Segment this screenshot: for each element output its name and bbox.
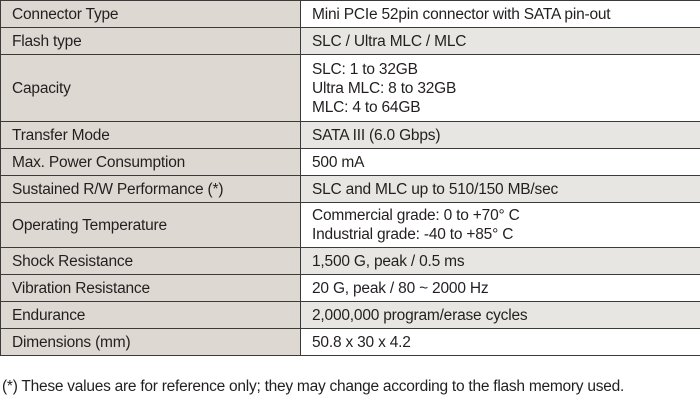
spec-label-cell: Transfer Mode xyxy=(0,121,301,149)
table-row: Vibration Resistance 20 G, peak / 80 ~ 20… xyxy=(0,274,700,302)
table-row: Capacity SLC: 1 to 32GB Ultra MLC: 8 to 32… xyxy=(0,54,700,122)
spec-label-cell: Operating Temperature xyxy=(0,202,301,248)
table-row: Sustained R/W Performance (*) SLC and MLC… xyxy=(0,175,700,203)
spec-value-cell: SLC / Ultra MLC / MLC xyxy=(300,27,700,55)
spec-value-line: 2,000,000 program/erase cycles xyxy=(312,306,528,324)
spec-value-line: 500 mA xyxy=(312,153,365,171)
spec-value-line: 50.8 x 30 x 4.2 xyxy=(312,333,411,351)
spec-label-cell: Connector Type xyxy=(0,0,301,28)
table-row: Dimensions (mm) 50.8 x 30 x 4.2 xyxy=(0,328,700,356)
footnote: (*) These values are for reference only;… xyxy=(2,378,625,395)
spec-value-line: SLC and MLC up to 510/150 MB/sec xyxy=(312,180,559,198)
spec-value-cell: 500 mA xyxy=(300,148,700,176)
spec-value-cell: 2,000,000 program/erase cycles xyxy=(300,301,700,329)
spec-label-cell: Flash type xyxy=(0,27,301,55)
spec-value-line: Ultra MLC: 8 to 32GB xyxy=(312,79,457,97)
spec-label-cell: Capacity xyxy=(0,54,301,122)
table-row: Operating Temperature Commercial grade: 0… xyxy=(0,202,700,248)
spec-value-cell: 20 G, peak / 80 ~ 2000 Hz xyxy=(300,274,700,302)
spec-value-cell: SLC: 1 to 32GB Ultra MLC: 8 to 32GB MLC: 4… xyxy=(300,54,700,122)
spec-value-cell: SLC and MLC up to 510/150 MB/sec xyxy=(300,175,700,203)
specification-table-body: Connector Type Mini PCIe 52pin connector … xyxy=(0,0,700,356)
table-row: Transfer Mode SATA III (6.0 Gbps) xyxy=(0,121,700,149)
table-row: Max. Power Consumption 500 mA xyxy=(0,148,700,176)
spec-value-line: Industrial grade: -40 to +85° C xyxy=(312,226,514,243)
spec-value-line: Commercial grade: 0 to +70° C xyxy=(312,207,520,224)
spec-value-line: MLC: 4 to 64GB xyxy=(312,98,421,116)
table-row: Connector Type Mini PCIe 52pin connector … xyxy=(0,0,700,28)
spec-label-cell: Endurance xyxy=(0,301,301,329)
table-row: Shock Resistance 1,500 G, peak / 0.5 ms xyxy=(0,247,700,275)
spec-value-cell: 1,500 G, peak / 0.5 ms xyxy=(300,247,700,275)
spec-value-cell: Commercial grade: 0 to +70° C Industrial … xyxy=(300,202,700,248)
spec-value-line: 1,500 G, peak / 0.5 ms xyxy=(312,252,465,270)
spec-label-cell: Dimensions (mm) xyxy=(0,328,301,356)
spec-value-cell: SATA III (6.0 Gbps) xyxy=(300,121,700,149)
spec-value-line: SLC / Ultra MLC / MLC xyxy=(312,32,467,50)
spec-value-line: SATA III (6.0 Gbps) xyxy=(312,126,441,144)
spec-label-cell: Sustained R/W Performance (*) xyxy=(0,175,301,203)
spec-value-cell: Mini PCIe 52pin connector with SATA pin-… xyxy=(300,0,700,28)
spec-value-cell: 50.8 x 30 x 4.2 xyxy=(300,328,700,356)
spec-value-line: Mini PCIe 52pin connector with SATA pin-… xyxy=(312,5,611,23)
spec-value-line: SLC: 1 to 32GB xyxy=(312,60,418,78)
spec-label-cell: Max. Power Consumption xyxy=(0,148,301,176)
table-row: Endurance 2,000,000 program/erase cycles xyxy=(0,301,700,329)
spec-label-cell: Vibration Resistance xyxy=(0,274,301,302)
table-row: Flash type SLC / Ultra MLC / MLC xyxy=(0,27,700,55)
specification-table: Connector Type Mini PCIe 52pin connector … xyxy=(0,0,700,356)
spec-label-cell: Shock Resistance xyxy=(0,247,301,275)
spec-value-line: 20 G, peak / 80 ~ 2000 Hz xyxy=(312,279,489,297)
